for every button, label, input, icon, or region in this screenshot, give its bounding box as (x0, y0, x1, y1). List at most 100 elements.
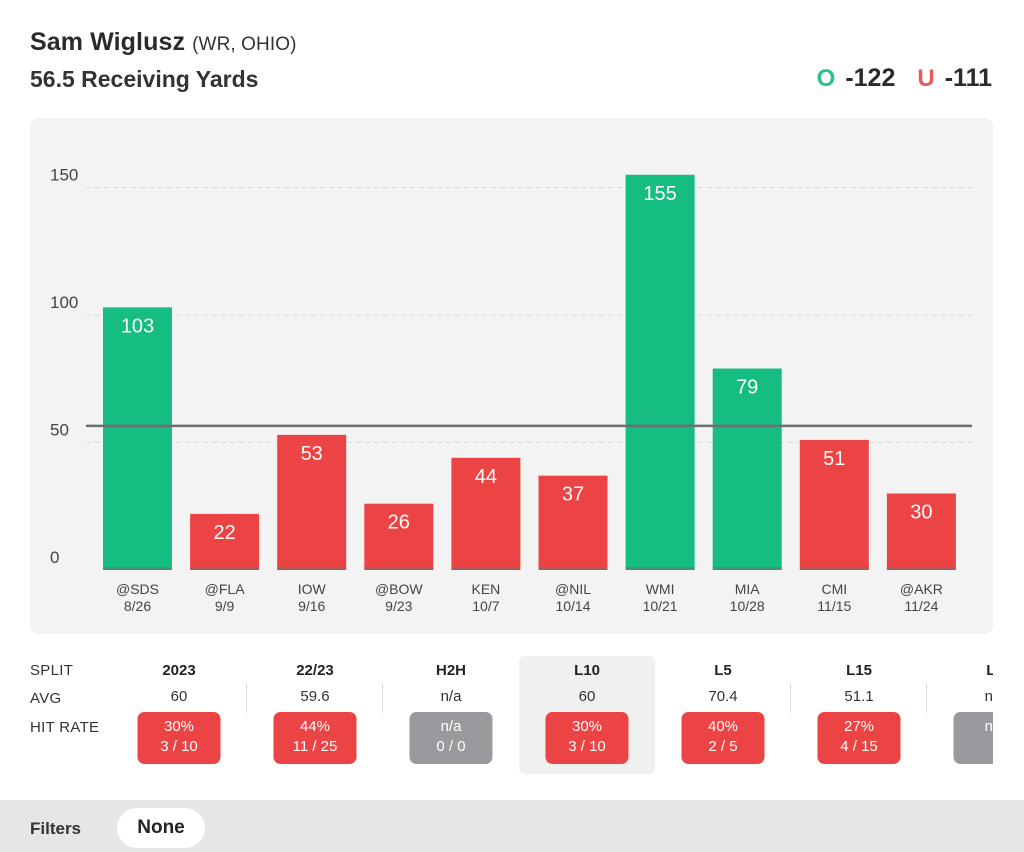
game-log-chart: 0 50 100 150 103 @SDS 8/26 22 @FLA 9/9 53 IOW 9/16 26… (30, 118, 993, 634)
x-tick-label: @NIL (555, 581, 591, 597)
filter-none-pill[interactable]: None (117, 808, 205, 848)
x-date-label: 11/24 (904, 598, 938, 614)
x-tick-label: MIA (735, 581, 761, 597)
hit-rate-record: 0 / 0 (436, 738, 466, 755)
bar-value-label: 53 (301, 443, 323, 465)
player-name: Sam Wiglusz (30, 28, 186, 56)
hit-rate-percent: 44% (299, 718, 331, 735)
x-date-label: 9/9 (215, 598, 235, 614)
split-column-l3[interactable]: L3 n/a n/a (927, 656, 993, 774)
bar-base (886, 567, 956, 570)
split-avg: 59.6 (300, 688, 330, 705)
bar (451, 457, 521, 570)
split-column-l5[interactable]: L5 70.4 40% 2 / 5 (655, 656, 791, 774)
hit-rate-badge: 30% 3 / 10 (545, 712, 629, 764)
bar-base (103, 567, 172, 570)
split-name: L5 (714, 662, 732, 679)
split-column-2023[interactable]: 2023 60 30% 3 / 10 (111, 656, 247, 774)
split-name: 22/23 (296, 662, 334, 679)
x-tick-label: WMI (646, 581, 675, 597)
under-label: U (917, 64, 935, 92)
column-divider (246, 683, 247, 713)
split-column-l15[interactable]: L15 51.1 27% 4 / 15 (791, 656, 927, 774)
hit-rate-percent: 30% (163, 718, 195, 735)
column-divider (382, 683, 383, 713)
hit-rate-badge: 30% 3 / 10 (137, 712, 221, 764)
split-avg: 60 (578, 688, 596, 705)
bar-base (277, 567, 347, 570)
odds-display: O -122 U -111 (817, 64, 992, 93)
split-column-l10[interactable]: L10 60 30% 3 / 10 (519, 656, 655, 774)
bar (799, 439, 869, 570)
bar-value-label: 51 (823, 448, 845, 470)
over-label: O (816, 64, 836, 92)
bar (190, 513, 260, 570)
over-odds[interactable]: -122 (845, 64, 896, 92)
row-label-hit-rate: HIT RATE (30, 719, 100, 736)
x-tick-label: @SDS (116, 581, 159, 597)
y-tick-label: 150 (50, 166, 78, 185)
hit-rate-record: 4 / 15 (840, 738, 878, 755)
x-tick-label: KEN (472, 581, 501, 597)
hit-rate-percent: 27% (843, 718, 875, 735)
player-meta: (WR, OHIO) (192, 34, 297, 55)
row-label-split: SPLIT (30, 662, 74, 679)
split-avg: n/a (984, 688, 993, 705)
x-date-label: 11/15 (817, 598, 851, 614)
hit-rate-percent: n/a (440, 718, 462, 735)
bar-base (538, 567, 608, 570)
bar (712, 368, 782, 570)
bar (886, 493, 956, 570)
prop-header: Sam Wiglusz (WR, OHIO) 56.5 Receiving Ya… (30, 28, 994, 98)
x-date-label: 8/26 (124, 598, 151, 614)
x-tick-label: IOW (298, 581, 327, 597)
bar-base (799, 567, 869, 570)
bar (103, 307, 172, 570)
under-odds[interactable]: -111 (944, 64, 992, 92)
hit-rate-record: 3 / 10 (568, 738, 606, 755)
x-date-label: 9/23 (385, 598, 412, 614)
hit-rate-record: 11 / 25 (292, 738, 338, 755)
y-tick-label: 100 (50, 293, 78, 312)
x-date-label: 10/14 (555, 598, 590, 614)
split-column-h2h[interactable]: H2H n/a n/a 0 / 0 (383, 656, 519, 774)
hit-rate-badge: 27% 4 / 15 (817, 712, 901, 764)
player-title: Sam Wiglusz (WR, OHIO) (30, 28, 994, 57)
split-avg: 70.4 (708, 688, 738, 705)
hit-rate-badge: n/a (953, 712, 993, 764)
filters-bar: Filters None (0, 800, 1024, 852)
split-name: 2023 (162, 662, 196, 679)
hit-rate-badge: 44% 11 / 25 (273, 712, 357, 764)
bar-base (712, 567, 782, 570)
split-name: L3 (986, 662, 993, 679)
bar (277, 434, 347, 570)
filters-label: Filters (30, 819, 82, 838)
bar-value-label: 30 (910, 502, 932, 524)
split-name: H2H (435, 662, 466, 679)
bar-value-label: 103 (121, 315, 154, 337)
bar-base (190, 567, 260, 570)
x-date-label: 9/16 (298, 598, 325, 614)
split-column-22-23[interactable]: 22/23 59.6 44% 11 / 25 (247, 656, 383, 774)
bar-value-label: 26 (388, 512, 410, 534)
prop-line: 56.5 Receiving Yards (30, 66, 259, 92)
hit-rate-percent: 30% (571, 718, 603, 735)
hit-rate-record: 2 / 5 (708, 738, 738, 755)
bar-base (625, 567, 695, 570)
x-tick-label: @FLA (205, 581, 246, 597)
hit-rate-record: 3 / 10 (160, 738, 198, 755)
bar (625, 174, 695, 570)
bar-value-label: 44 (475, 466, 497, 488)
x-date-label: 10/21 (643, 598, 678, 614)
x-tick-label: @AKR (900, 581, 943, 597)
x-tick-label: @BOW (375, 581, 423, 597)
split-avg: 60 (170, 688, 188, 705)
bar-value-label: 37 (562, 484, 584, 506)
bar-value-label: 155 (643, 183, 676, 205)
x-date-label: 10/7 (472, 598, 499, 614)
hit-rate-percent: 40% (707, 718, 739, 735)
bar-value-label: 79 (736, 377, 758, 399)
split-avg: n/a (440, 688, 462, 705)
hit-rate-badge: n/a 0 / 0 (409, 712, 493, 764)
splits-table: SPLIT AVG HIT RATE 2023 60 30% 3 / 10 22/23 5… (30, 656, 993, 774)
